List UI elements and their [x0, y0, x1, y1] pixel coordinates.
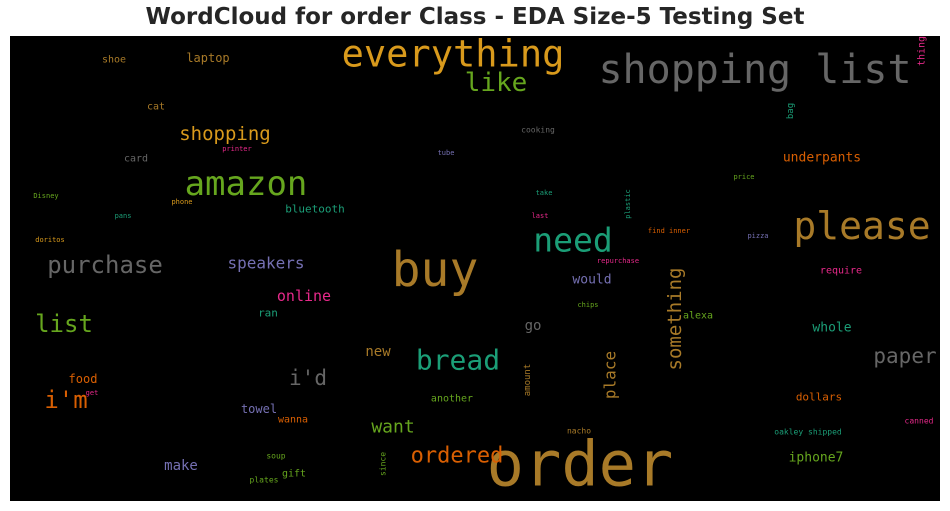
word-want: want	[371, 417, 414, 438]
word-price: price	[733, 173, 754, 181]
word-wanna: wanna	[278, 415, 308, 426]
word-get: get	[86, 389, 99, 397]
word-ran: ran	[258, 307, 278, 320]
word-chips: chips	[577, 301, 598, 309]
word-laptop: laptop	[186, 51, 229, 65]
word-like: like	[465, 68, 528, 98]
word-i-d: i'd	[289, 366, 327, 390]
word-shopping: shopping	[179, 123, 271, 145]
word-towel: towel	[241, 402, 277, 416]
word-cooking: cooking	[521, 126, 555, 135]
word-another: another	[431, 394, 473, 405]
word-plastic: plastic	[624, 189, 632, 219]
word-bag: bag	[786, 103, 796, 119]
word-pizza: pizza	[747, 232, 768, 240]
word-require: require	[820, 266, 862, 277]
word-layer: order buy shopping list everything please ama…	[33, 36, 936, 501]
word-ordered: ordered	[411, 444, 504, 469]
word-order: order	[487, 428, 674, 501]
word-tube: tube	[438, 149, 455, 157]
word-cat: cat	[147, 102, 165, 113]
word-phone: phone	[171, 198, 192, 206]
word-need: need	[533, 221, 612, 260]
word-since: since	[379, 452, 388, 476]
word-buy: buy	[392, 242, 479, 298]
wordcloud-canvas: order buy shopping list everything please ama…	[10, 36, 940, 501]
word-pans: pans	[115, 212, 132, 220]
word-would: would	[572, 273, 611, 288]
word-printer: printer	[222, 145, 252, 153]
word-speakers: speakers	[227, 254, 304, 273]
word-paper: paper	[873, 344, 936, 368]
word-amount: amount	[523, 364, 533, 397]
word-iphone7: iphone7	[789, 451, 844, 466]
word-card: card	[124, 154, 148, 165]
word-list: list	[35, 310, 93, 338]
word-take: take	[536, 189, 553, 197]
word-amazon: amazon	[185, 164, 308, 204]
word-alexa: alexa	[683, 311, 713, 322]
wordcloud-background	[10, 36, 940, 501]
word-everything: everything	[342, 36, 565, 76]
word-go: go	[525, 318, 542, 334]
word-new: new	[365, 344, 391, 360]
word-repurchase: repurchase	[597, 257, 639, 265]
word-purchase: purchase	[47, 251, 163, 279]
word-online: online	[277, 287, 331, 305]
word-bread: bread	[416, 344, 500, 377]
word-disney: Disney	[33, 192, 58, 200]
chart-title: WordCloud for order Class - EDA Size-5 T…	[145, 4, 805, 30]
word-dollars: dollars	[796, 391, 842, 404]
word-soup: soup	[266, 452, 285, 461]
word-underpants: underpants	[783, 151, 861, 166]
word-food: food	[69, 372, 98, 386]
word-plates: plates	[250, 476, 279, 485]
word-please: please	[793, 204, 930, 248]
word-whole: whole	[812, 321, 851, 336]
word-shoe: shoe	[102, 55, 126, 66]
word-nacho: nacho	[567, 427, 591, 436]
word-oakley-shipped: oakley shipped	[774, 428, 842, 437]
word-last: last	[532, 212, 549, 220]
word-doritos: doritos	[35, 236, 65, 244]
word-canned: canned	[905, 417, 934, 426]
word-make: make	[164, 458, 198, 474]
word-find-inner: find inner	[648, 227, 690, 235]
word-thing: thing	[917, 36, 928, 66]
word-i-m: i'm	[44, 386, 87, 414]
word-shopping-list: shopping list	[598, 47, 911, 93]
word-place: place	[601, 351, 620, 399]
word-bluetooth: bluetooth	[285, 203, 345, 216]
word-gift: gift	[282, 469, 306, 480]
word-something: something	[664, 268, 686, 371]
